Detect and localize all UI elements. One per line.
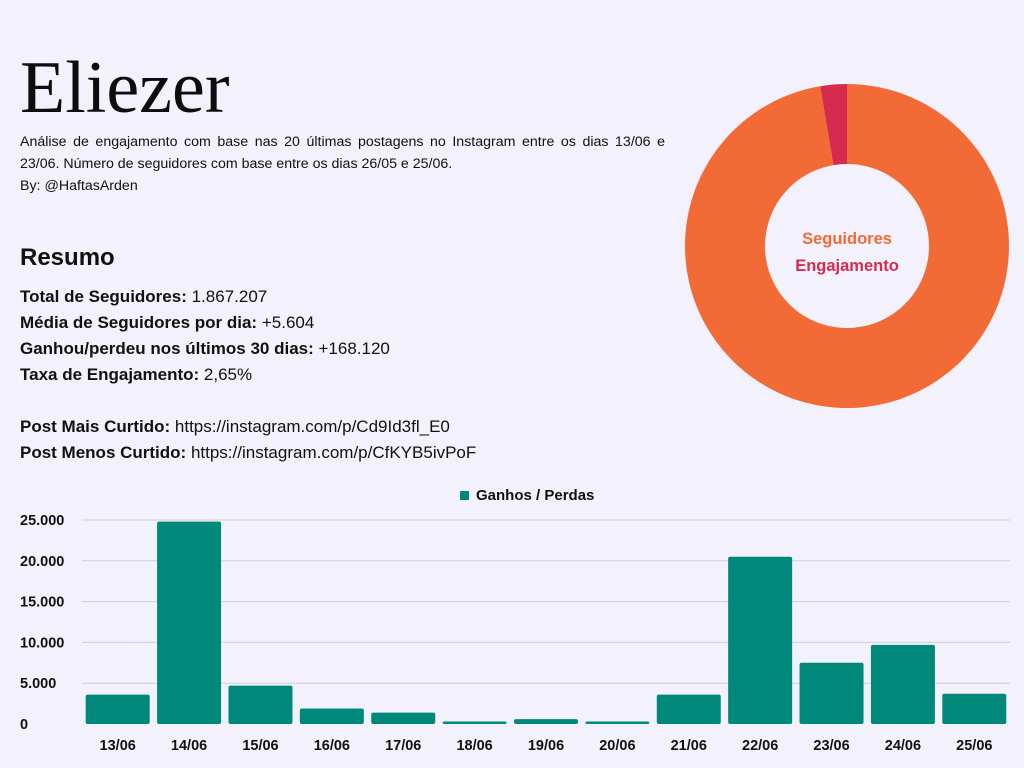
x-tick-label: 24/06 — [885, 738, 921, 754]
byline: By: @HaftasArden — [20, 178, 138, 194]
x-tick-label: 15/06 — [242, 738, 278, 754]
stat-value: 2,65% — [199, 365, 253, 384]
x-tick-label: 19/06 — [528, 738, 564, 754]
stat-label: Total de Seguidores: — [20, 287, 187, 306]
least-liked-post-link[interactable]: https://instagram.com/p/CfKYB5ivPoF — [186, 443, 477, 462]
bar-25-06 — [942, 693, 1007, 724]
stat-label: Post Menos Curtido: — [20, 443, 187, 462]
legend-label: Ganhos / Perdas — [476, 487, 594, 504]
description: Análise de engajamento com base nas 20 ú… — [20, 134, 665, 172]
bar-14-06 — [157, 521, 222, 724]
stat-label: Post Mais Curtido: — [20, 417, 171, 436]
stat-last-30-days: Ganhou/perdeu nos últimos 30 dias: +168.… — [20, 336, 476, 362]
x-tick-label: 20/06 — [599, 738, 635, 754]
x-tick-label: 25/06 — [956, 738, 992, 754]
stat-label: Média de Seguidores por dia: — [20, 313, 258, 332]
y-tick-label: 25.000 — [20, 513, 64, 529]
x-tick-label: 22/06 — [742, 738, 778, 754]
stat-engagement-rate: Taxa de Engajamento: 2,65% — [20, 362, 476, 388]
bar-16-06 — [299, 708, 364, 724]
bar-23-06 — [799, 662, 864, 724]
most-liked-post-link[interactable]: https://instagram.com/p/Cd9Id3fl_E0 — [170, 417, 450, 436]
x-tick-label: 23/06 — [813, 738, 849, 754]
page-title: Eliezer — [20, 47, 230, 129]
bar-17-06 — [371, 712, 436, 724]
stat-least-liked-post: Post Menos Curtido: https://instagram.co… — [20, 440, 476, 466]
donut-slice-seguidores — [685, 84, 1009, 408]
x-tick-label: 18/06 — [456, 738, 492, 754]
bar-22-06 — [728, 556, 793, 724]
stat-label: Ganhou/perdeu nos últimos 30 dias: — [20, 339, 314, 358]
y-tick-label: 15.000 — [20, 595, 64, 611]
summary-stats: Total de Seguidores: 1.867.207 Média de … — [20, 284, 476, 466]
y-tick-label: 5.000 — [20, 676, 56, 692]
stat-total-followers: Total de Seguidores: 1.867.207 — [20, 284, 476, 310]
donut-label-seguidores: Seguidores — [802, 230, 892, 248]
x-tick-label: 17/06 — [385, 738, 421, 754]
x-tick-label: 13/06 — [100, 738, 136, 754]
y-tick-label: 20.000 — [20, 554, 64, 570]
bar-20-06 — [585, 721, 650, 724]
stat-label: Taxa de Engajamento: — [20, 365, 200, 384]
x-tick-label: 16/06 — [314, 738, 350, 754]
stat-value: +5.604 — [257, 313, 315, 332]
bar-18-06 — [442, 721, 507, 724]
stat-avg-per-day: Média de Seguidores por dia: +5.604 — [20, 310, 476, 336]
y-tick-label: 0 — [20, 717, 28, 733]
donut-slice-engajamento — [820, 84, 847, 166]
bar-19-06 — [514, 719, 578, 724]
stat-most-liked-post: Post Mais Curtido: https://instagram.com… — [20, 414, 476, 440]
bar-13-06 — [85, 694, 150, 724]
stat-value: 1.867.207 — [186, 287, 268, 306]
engagement-donut-chart: Seguidores Engajamento — [685, 84, 1009, 408]
donut-label-engajamento: Engajamento — [795, 257, 899, 275]
followers-bar-chart: Ganhos / Perdas 25.000 20.000 15.000 10.000 5… — [20, 487, 1010, 754]
stat-value: +168.120 — [313, 339, 390, 358]
x-tick-label: 21/06 — [671, 738, 707, 754]
bar-24-06 — [870, 644, 935, 724]
bar-15-06 — [228, 685, 293, 724]
bar-21-06 — [656, 694, 721, 724]
x-tick-label: 14/06 — [171, 738, 207, 754]
summary-title: Resumo — [20, 244, 115, 271]
y-tick-label: 10.000 — [20, 635, 64, 651]
legend-swatch — [460, 491, 469, 500]
chart-legend: Ganhos / Perdas — [460, 487, 594, 504]
